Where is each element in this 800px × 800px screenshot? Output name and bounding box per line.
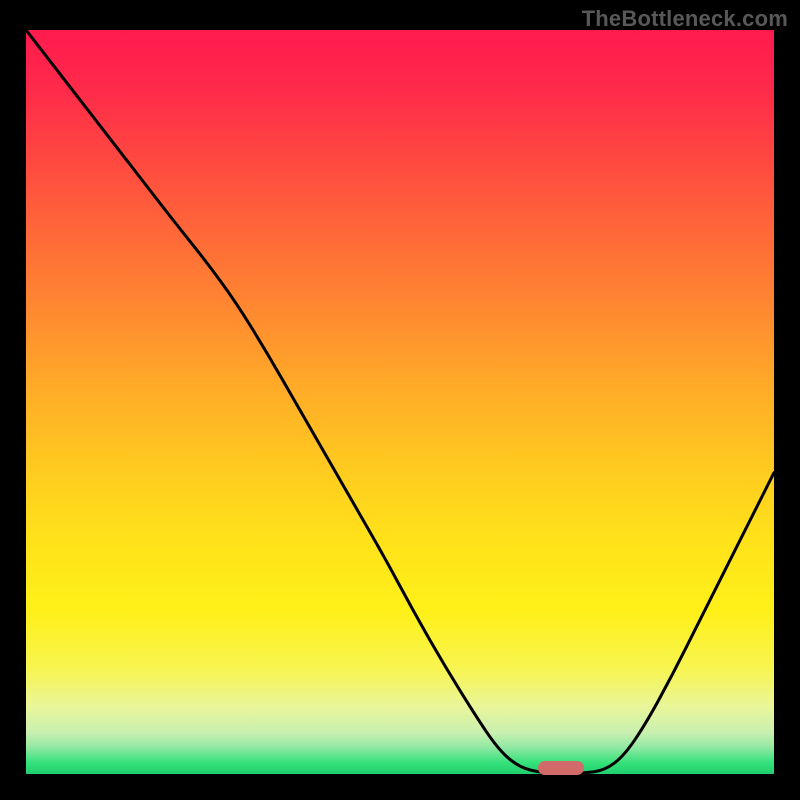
watermark-text: TheBottleneck.com: [582, 6, 788, 32]
optimal-marker: [538, 761, 584, 774]
plot-area: [26, 30, 774, 774]
chart-line-curve: [26, 30, 774, 774]
chart-root: { "watermark": { "text": "TheBottleneck.…: [0, 0, 800, 800]
